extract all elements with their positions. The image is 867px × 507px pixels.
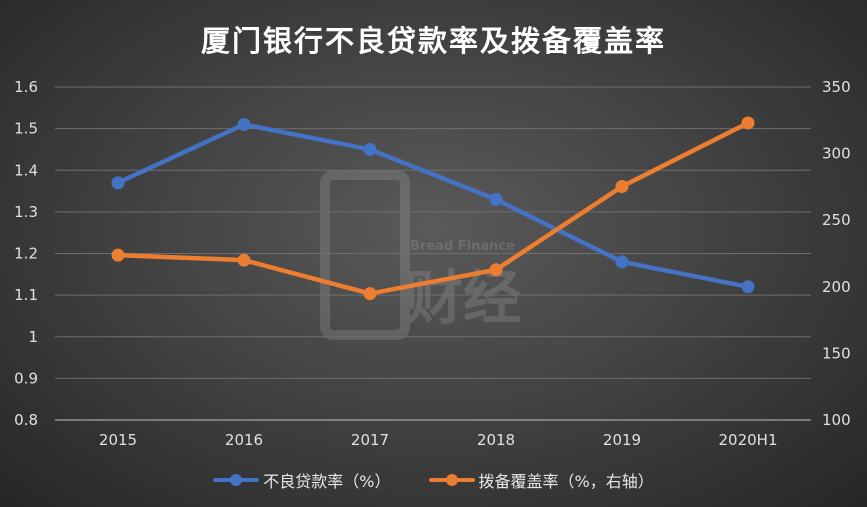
left-tick-label: 0.8 [14, 411, 38, 429]
series-line-0 [117, 122, 749, 290]
data-point-1 [615, 180, 629, 194]
right-tick-label: 150 [822, 344, 851, 362]
left-tick-label: 1.2 [14, 245, 38, 263]
data-point-0 [615, 255, 629, 269]
right-tick-label: 300 [822, 145, 851, 163]
chart-title: 厦门银行不良贷款率及拨备覆盖率 [200, 24, 666, 58]
data-point-0 [741, 280, 755, 294]
x-tick-label: 2017 [351, 431, 389, 449]
data-point-1 [489, 263, 503, 277]
data-point-1 [363, 287, 377, 301]
right-tick-label: 350 [822, 78, 851, 96]
series-line-1 [117, 120, 750, 296]
left-tick-label: 1.5 [14, 120, 38, 138]
x-tick-label: 2016 [225, 431, 263, 449]
left-tick-label: 1.3 [14, 203, 38, 221]
legend-label-coverage: 拨备覆盖率（%，右轴） [478, 472, 654, 491]
x-tick-label: 2015 [99, 431, 137, 449]
legend-item-npl: 不良贷款率（%） [213, 468, 391, 492]
legend-item-coverage: 拨备覆盖率（%，右轴） [428, 468, 654, 492]
svg-text:Bread Finance: Bread Finance [410, 239, 515, 254]
left-tick-label: 1 [28, 328, 38, 346]
right-tick-label: 100 [822, 411, 851, 429]
left-tick-label: 1.4 [14, 161, 38, 179]
data-point-1 [111, 248, 125, 262]
data-point-0 [489, 192, 503, 206]
right-tick-label: 250 [822, 211, 851, 229]
data-point-1 [237, 253, 251, 267]
data-point-1 [741, 116, 755, 130]
x-tick-label: 2020H1 [719, 431, 778, 449]
x-tick-label: 2019 [603, 431, 641, 449]
data-point-0 [237, 117, 251, 131]
legend-label-npl: 不良贷款率（%） [263, 472, 391, 491]
legend-swatch-npl [213, 473, 260, 487]
legend: 不良贷款率（%） 拨备覆盖率（%，右轴） [0, 468, 867, 492]
left-tick-label: 0.9 [14, 369, 38, 387]
right-tick-label: 200 [822, 278, 851, 296]
legend-swatch-coverage [428, 473, 475, 487]
left-tick-label: 1.6 [14, 78, 38, 96]
x-tick-label: 2018 [477, 431, 515, 449]
data-point-0 [363, 142, 377, 156]
left-tick-label: 1.1 [14, 286, 38, 304]
data-point-0 [111, 176, 125, 190]
